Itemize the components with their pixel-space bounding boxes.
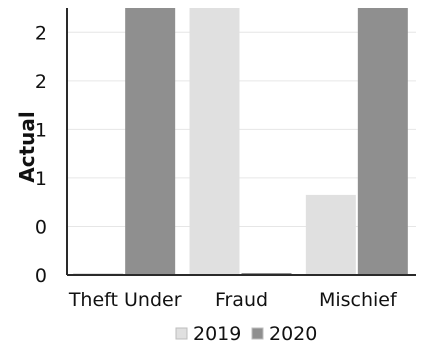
bar-2020 [125,8,176,275]
x-tick-label: Mischief [319,289,398,311]
x-tick-label: Theft Under [68,289,182,311]
legend-swatch [251,327,264,340]
bars [73,8,408,275]
legend-swatch [175,327,188,340]
bar-2019 [189,8,240,275]
legend-label: 2019 [193,323,241,345]
y-tick-label: 2 [35,71,47,93]
y-tick-label: 0 [35,265,47,287]
legend: 2019 2020 [175,323,317,345]
bar-2019 [305,194,356,275]
y-tick-labels: 0 0 1 1 2 2 [35,22,47,287]
legend-label: 2020 [269,323,317,345]
y-tick-label: 0 [35,216,47,238]
bar-2020 [357,8,408,275]
y-tick-label: 1 [35,119,47,141]
y-axis-title: Actual [15,111,39,182]
x-tick-labels: Theft Under Fraud Mischief [68,289,398,311]
y-tick-label: 2 [35,22,47,44]
y-tick-label: 1 [35,168,47,190]
x-tick-label: Fraud [215,289,268,311]
